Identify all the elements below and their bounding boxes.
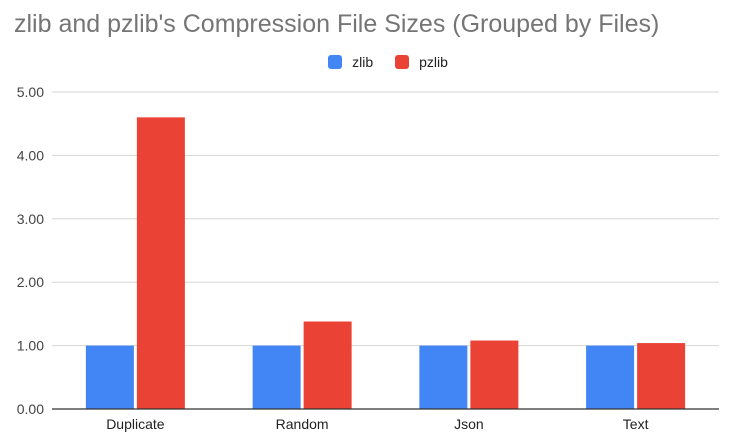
legend-swatch-zlib bbox=[328, 55, 343, 69]
bar-pzlib bbox=[303, 321, 352, 409]
bar-pzlib bbox=[637, 343, 686, 409]
y-tick-label: 2.00 bbox=[17, 274, 44, 290]
bar-pzlib bbox=[136, 117, 185, 410]
y-tick-label: 1.00 bbox=[17, 338, 44, 354]
x-tick-label: Duplicate bbox=[106, 416, 165, 432]
x-tick-label: Text bbox=[623, 416, 649, 432]
y-tick-label: 4.00 bbox=[17, 147, 44, 163]
y-tick-label: 3.00 bbox=[17, 211, 44, 227]
legend-swatch-pzlib bbox=[395, 55, 410, 69]
legend: zlib pzlib bbox=[0, 52, 732, 72]
legend-label-pzlib: pzlib bbox=[419, 54, 448, 70]
x-tick-label: Json bbox=[454, 416, 484, 432]
y-tick-label: 0.00 bbox=[17, 401, 44, 417]
bar-zlib bbox=[85, 345, 134, 409]
x-tick-label: Random bbox=[276, 416, 329, 432]
chart-title: zlib and pzlib's Compression File Sizes … bbox=[14, 10, 660, 38]
bar-zlib bbox=[252, 345, 301, 409]
bar-pzlib bbox=[470, 340, 519, 409]
legend-item-pzlib[interactable]: pzlib bbox=[395, 54, 448, 70]
bar-zlib bbox=[586, 345, 635, 409]
bar-zlib bbox=[419, 345, 468, 409]
legend-item-zlib[interactable]: zlib bbox=[328, 54, 373, 70]
y-tick-label: 5.00 bbox=[17, 84, 44, 100]
legend-label-zlib: zlib bbox=[352, 54, 374, 70]
